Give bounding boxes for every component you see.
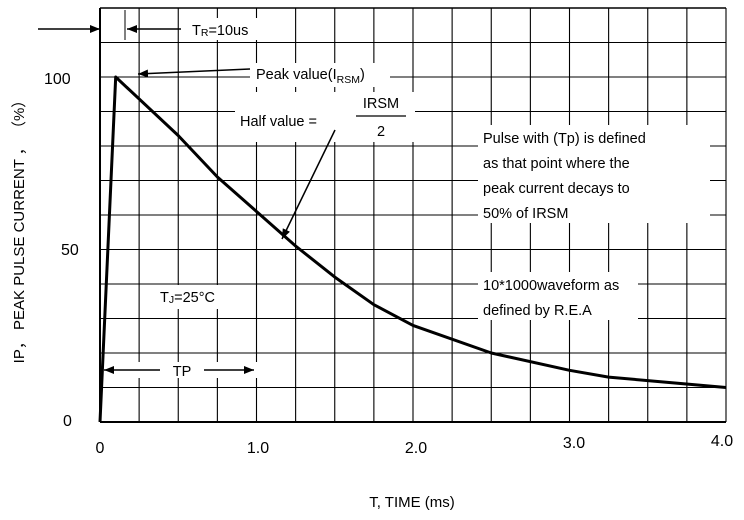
waveform-note-line-1: 10*1000waveform as xyxy=(483,278,619,294)
pulse-note: Pulse with (Tp) is defined as that point… xyxy=(483,131,646,222)
peak-label-bg xyxy=(250,63,390,87)
pulse-curve xyxy=(98,75,727,423)
half-arrow xyxy=(281,129,336,240)
pulse-note-line-2: as that point where the xyxy=(483,156,630,172)
peak-arrow xyxy=(137,68,251,78)
y-ticks: 0 50 100 xyxy=(44,71,79,430)
x-ticks: 0 1.0 2.0 3.0 4.0 xyxy=(96,433,734,457)
rise-time-label: TR=10us xyxy=(192,23,248,39)
half-label: Half value = xyxy=(240,114,317,130)
tj-label: TJ=25°C xyxy=(160,290,215,306)
tp-label: TP xyxy=(173,364,192,380)
x-tick-3: 3.0 xyxy=(563,435,585,452)
half-denominator: 2 xyxy=(377,124,385,140)
waveform-note-line-2: defined by R.E.A xyxy=(483,303,592,319)
x-tick-1: 1.0 xyxy=(247,440,269,457)
x-tick-4: 4.0 xyxy=(711,433,733,450)
half-numerator: IRSM xyxy=(363,96,399,112)
rise-time-marker xyxy=(38,10,181,40)
y-tick-100: 100 xyxy=(44,71,71,88)
pulse-note-bg xyxy=(478,125,710,223)
pulse-note-line-1: Pulse with (Tp) is defined xyxy=(483,131,646,147)
waveform-note: 10*1000waveform as defined by R.E.A xyxy=(483,278,619,319)
y-tick-50: 50 xyxy=(61,242,79,259)
x-tick-2: 2.0 xyxy=(405,440,427,457)
waveform-note-bg xyxy=(478,272,638,320)
pulse-note-line-4: 50% of IRSM xyxy=(483,206,568,222)
rise-label-bg xyxy=(186,18,274,40)
tp-marker-bg xyxy=(106,362,258,378)
x-axis-label: T, TIME (ms) xyxy=(369,494,455,511)
peak-label: Peak value(IRSM) xyxy=(256,67,365,86)
tj-label-bg xyxy=(156,285,244,309)
half-label-bg xyxy=(235,92,415,142)
y-axis-label: IP， PEAK PULSE CURRENT ， （%） xyxy=(11,93,28,364)
pulse-note-line-3: peak current decays to xyxy=(483,181,630,197)
x-tick-0: 0 xyxy=(96,440,105,457)
y-tick-0: 0 xyxy=(63,413,72,430)
